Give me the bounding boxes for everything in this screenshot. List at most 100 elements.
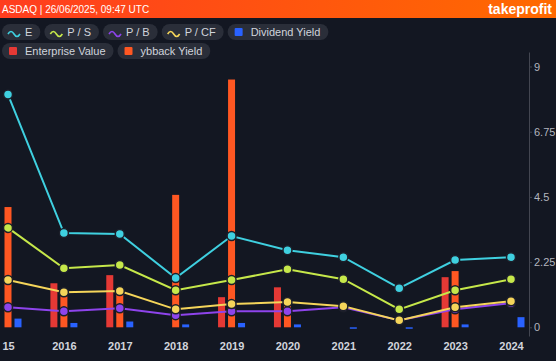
x-tick-label: 2018 (164, 340, 188, 352)
point (227, 300, 236, 309)
legend-icon[interactable] (8, 32, 20, 37)
legend-chip[interactable]: Dividend Yield (228, 24, 329, 40)
point (171, 286, 180, 295)
point (115, 287, 124, 296)
y-tick-label: 6.75 (534, 126, 555, 138)
bar (442, 277, 449, 327)
x-tick-label: 2019 (220, 340, 244, 352)
bar (452, 271, 459, 327)
y-tick-label: 0 (534, 321, 540, 333)
bar (70, 323, 77, 327)
point (283, 246, 292, 255)
point (395, 316, 404, 325)
bar (60, 296, 67, 327)
y-axis: 0 2.25 4.5 6.75 9 (529, 53, 555, 337)
legend: E P / S P / B P / CF Dividend Yield Enterpris… (2, 24, 328, 59)
legend-label[interactable]: E (25, 26, 32, 38)
point (171, 305, 180, 314)
line (8, 228, 511, 309)
legend-label[interactable]: ybback Yield (141, 45, 203, 57)
bar (5, 207, 12, 327)
x-tick-label: 2022 (387, 340, 411, 352)
point (227, 232, 236, 241)
bar (274, 287, 281, 327)
line (8, 280, 511, 320)
y-tick-label: 9 (534, 61, 540, 73)
y-tick-mark (529, 197, 532, 198)
legend-chip[interactable]: P / CF (162, 24, 224, 40)
legend-chip[interactable]: P / S (44, 24, 99, 40)
point (59, 264, 68, 273)
legend-label[interactable]: P / B (126, 26, 150, 38)
legend-chip-bg[interactable] (228, 24, 329, 40)
x-tick-label: 2016 (52, 340, 76, 352)
x-tick-label: 2023 (443, 340, 467, 352)
x-tick: 2018 (164, 338, 188, 352)
line (8, 95, 511, 289)
legend-icon[interactable] (168, 32, 180, 37)
y-tick-mark (529, 132, 532, 133)
legend-icon[interactable] (9, 47, 17, 55)
legend-label[interactable]: Dividend Yield (251, 26, 321, 38)
point (59, 288, 68, 297)
header-source: ASDAQ | 26/06/2025, 09:47 UTC (2, 4, 149, 15)
chart: ASDAQ | 26/06/2025, 09:47 UTC takeprofit 0… (0, 0, 556, 361)
y-tick-mark (529, 262, 532, 263)
y-tick: 2.25 (529, 256, 555, 268)
brand: takeprofit (488, 1, 552, 17)
point (507, 297, 516, 306)
point (395, 284, 404, 293)
legend-icon[interactable] (125, 47, 133, 55)
legend-chip[interactable]: Enterprise Value (2, 43, 114, 59)
y-tick: 6.75 (529, 126, 555, 138)
x-tick-label: 15 (2, 340, 14, 352)
x-tick: 2016 (52, 338, 76, 352)
point (395, 316, 404, 325)
point (171, 274, 180, 283)
bar (350, 327, 357, 328)
legend-icon[interactable] (50, 32, 62, 37)
x-tick: 2022 (387, 338, 411, 352)
bar (15, 319, 22, 328)
point (4, 90, 13, 99)
x-tick-label: 2017 (108, 340, 132, 352)
legend-label[interactable]: P / S (67, 26, 91, 38)
legend-label[interactable]: Enterprise Value (25, 45, 106, 57)
legend-chip[interactable]: P / B (103, 24, 158, 40)
point (451, 256, 460, 265)
bar-series (5, 80, 459, 328)
bar (228, 80, 235, 328)
x-tick-label: 2024 (499, 340, 524, 352)
point (4, 223, 13, 232)
point (451, 303, 460, 312)
legend-chip-bg[interactable] (44, 24, 99, 40)
y-tick: 9 (529, 61, 540, 73)
bar (106, 275, 113, 327)
legend-chip-bg[interactable] (2, 43, 114, 59)
legend-label[interactable]: P / CF (185, 26, 216, 38)
legend-chip[interactable]: E (2, 24, 40, 40)
legend-icon[interactable] (235, 28, 243, 36)
y-tick-label: 4.5 (534, 191, 549, 203)
y-tick-mark (529, 66, 532, 67)
point (395, 305, 404, 314)
bar (182, 324, 189, 327)
y-axis-line (529, 53, 530, 337)
legend-chip-bg[interactable] (118, 43, 211, 59)
point (59, 229, 68, 238)
x-tick: 2019 (220, 338, 244, 352)
x-tick: 2021 (332, 338, 356, 352)
legend-chip[interactable]: ybback Yield (118, 43, 211, 59)
legend-chip-bg[interactable] (2, 24, 40, 40)
point (115, 304, 124, 313)
point (507, 275, 516, 284)
x-tick: 2024 (499, 338, 524, 352)
legend-chip-bg[interactable] (162, 24, 224, 40)
x-tick: 2023 (443, 338, 467, 352)
background (0, 0, 556, 361)
plot-area (4, 80, 525, 329)
legend-icon[interactable] (109, 32, 121, 37)
y-tick-mark (529, 327, 532, 328)
legend-chip-bg[interactable] (103, 24, 158, 40)
point (507, 253, 516, 262)
